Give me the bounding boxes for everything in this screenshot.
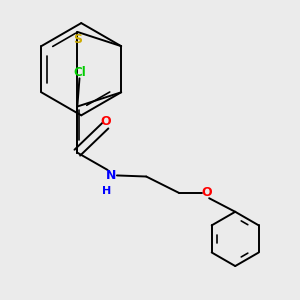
Text: H: H bbox=[102, 186, 111, 196]
Text: Cl: Cl bbox=[73, 66, 86, 80]
Text: O: O bbox=[100, 115, 111, 128]
Text: S: S bbox=[73, 33, 82, 46]
Text: O: O bbox=[202, 186, 212, 199]
Text: N: N bbox=[106, 169, 116, 182]
